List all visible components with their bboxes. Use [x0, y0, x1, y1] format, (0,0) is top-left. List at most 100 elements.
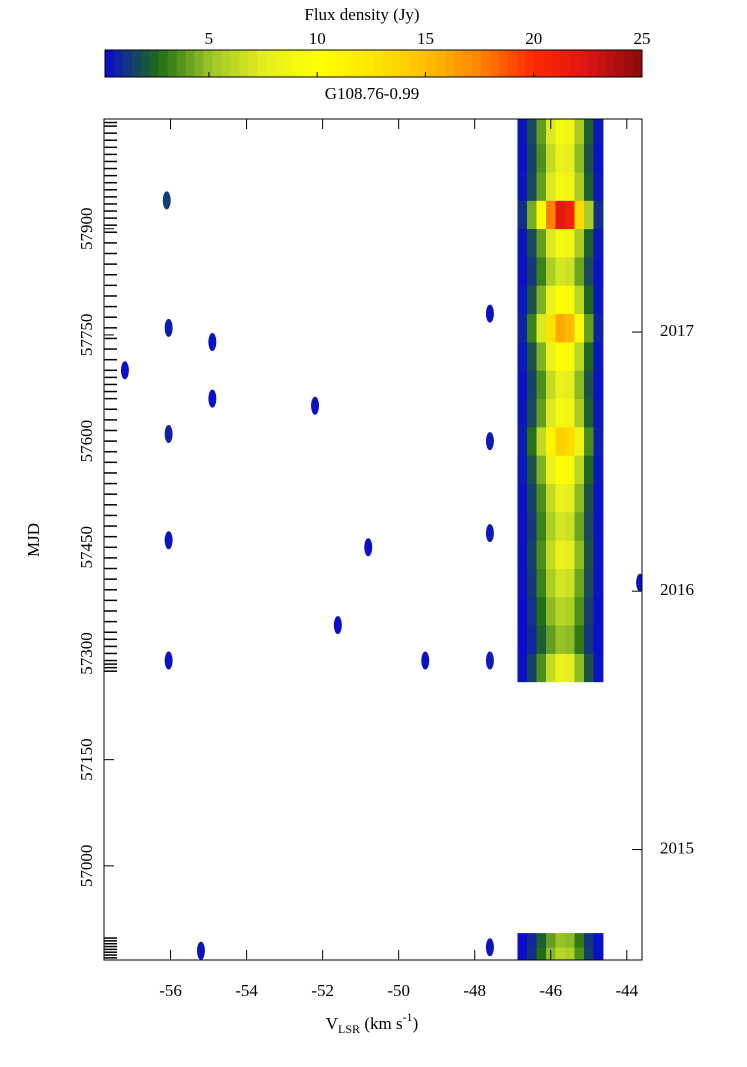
colorbar-tick-label: 10 [309, 29, 326, 48]
colorbar-frame [104, 49, 643, 78]
heatmap-cell [574, 568, 585, 598]
heatmap-cell [517, 172, 528, 201]
colorbar-segment [131, 50, 142, 77]
colorbar-segment [167, 50, 178, 77]
heatmap-cell [574, 200, 585, 230]
heatmap-cell [526, 568, 537, 598]
colorbar-segment [248, 50, 258, 77]
heatmap-cell [574, 172, 585, 201]
heatmap-cell [536, 200, 547, 230]
heatmap-cell [584, 483, 594, 513]
y-tick-label: 57900 [77, 207, 96, 250]
heatmap-cell [517, 370, 528, 400]
heatmap-cell [584, 200, 594, 230]
heatmap-cell [574, 341, 585, 371]
heatmap-cell [584, 625, 594, 654]
colorbar-segment [543, 50, 553, 77]
colorbar-segment [579, 50, 589, 77]
emission-spot [364, 538, 373, 557]
colorbar-segment [266, 50, 276, 77]
heatmap-cell [555, 455, 566, 484]
heatmap-cell [593, 625, 604, 654]
colorbar-segment [606, 50, 616, 77]
colorbar-segment [113, 50, 124, 77]
heatmap-cell [517, 947, 528, 960]
colorbar-segment [382, 50, 392, 77]
heatmap-cell [517, 119, 528, 145]
colorbar-segment [346, 50, 357, 77]
heatmap-cell [555, 398, 566, 428]
heatmap-cell [526, 947, 537, 960]
heatmap-cell [555, 933, 566, 948]
heatmap-cell [584, 455, 594, 484]
chart-title: G108.76-0.99 [325, 84, 419, 103]
colorbar-segment [221, 50, 231, 77]
heatmap-cell [593, 257, 604, 286]
heatmap-cell [545, 426, 556, 456]
heatmap-cell [545, 172, 556, 201]
emission-spot [485, 432, 494, 451]
heatmap-cell [526, 257, 537, 286]
heatmap-cell [545, 596, 556, 626]
colorbar-segment [409, 50, 419, 77]
heatmap-cell [593, 398, 604, 428]
x-label-sub: LSR [338, 1022, 360, 1036]
emission-spot [485, 524, 494, 543]
heatmap-cell [565, 933, 575, 948]
colorbar-segment [328, 50, 339, 77]
colorbar-segment [400, 50, 410, 77]
emission-spot [208, 389, 217, 408]
colorbar-segment [507, 50, 518, 77]
heatmap-cell [574, 143, 585, 173]
plot-frame [103, 118, 643, 961]
heatmap-cell [555, 568, 566, 598]
colorbar-segment [480, 50, 491, 77]
heatmap-cell [526, 455, 537, 484]
heatmap-cell [545, 540, 556, 569]
heatmap-cell [536, 257, 547, 286]
heatmap-cell [517, 285, 528, 315]
heatmap-cell [584, 933, 594, 948]
colorbar-segment [615, 50, 625, 77]
heatmap-cell [545, 370, 556, 400]
y2-tick-label: 2015 [660, 838, 694, 857]
heatmap-cell [517, 511, 528, 541]
x-axis-label: VLSR (km s-1) [326, 1010, 418, 1036]
colorbar-segment [292, 50, 303, 77]
heatmap-cell [536, 511, 547, 541]
colorbar-segment [212, 50, 222, 77]
heatmap-cell [593, 483, 604, 513]
heatmap-cell [555, 947, 566, 960]
heatmap-cell [536, 653, 547, 683]
heatmap-cell [574, 398, 585, 428]
heatmap-cell [536, 341, 547, 371]
y2-tick-label: 2016 [660, 580, 694, 599]
colorbar-segment [427, 50, 437, 77]
colorbar-segment [194, 50, 204, 77]
heatmap-cell [526, 653, 537, 683]
heatmap-cell [555, 540, 566, 569]
heatmap-cell [517, 313, 528, 343]
heatmap-cell [526, 285, 537, 315]
heatmap-cell [593, 172, 604, 201]
heatmap-cell [555, 511, 566, 541]
colorbar-segment [570, 50, 580, 77]
y-tick-label: 57750 [77, 314, 96, 357]
x-tick-label: -44 [615, 981, 638, 1000]
heatmap-cell [565, 341, 575, 371]
x-tick-label: -52 [311, 981, 334, 1000]
colorbar-segment [176, 50, 187, 77]
colorbar-segment [275, 50, 285, 77]
emission-spot [485, 651, 494, 670]
colorbar-segment [498, 50, 509, 77]
heatmap-cell [555, 625, 566, 654]
y-tick-label: 57150 [77, 738, 96, 781]
heatmap-cell [536, 228, 547, 258]
heatmap-cell [593, 653, 604, 683]
emission-spot [208, 332, 217, 351]
heatmap-cell [565, 257, 575, 286]
heatmap-cell [584, 568, 594, 598]
heatmap-cell [593, 455, 604, 484]
x-label-sup: -1 [403, 1010, 413, 1024]
y-tick-label: 57000 [77, 845, 96, 888]
